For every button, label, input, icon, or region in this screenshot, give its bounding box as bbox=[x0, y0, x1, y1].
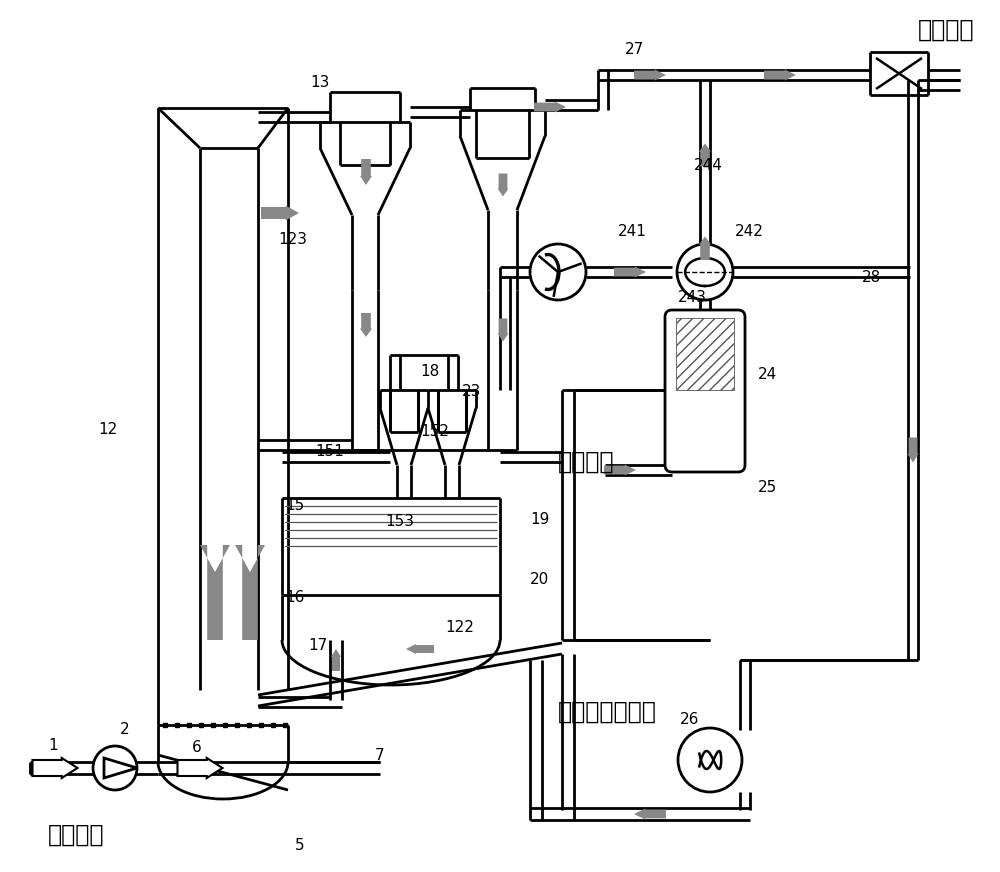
Polygon shape bbox=[908, 438, 918, 462]
Polygon shape bbox=[360, 313, 372, 337]
Text: 17: 17 bbox=[308, 637, 327, 652]
Text: 23: 23 bbox=[462, 385, 481, 399]
Polygon shape bbox=[178, 758, 222, 778]
Text: 123: 123 bbox=[278, 233, 307, 248]
Polygon shape bbox=[764, 70, 796, 80]
Text: 26: 26 bbox=[680, 712, 699, 727]
Text: 20: 20 bbox=[530, 573, 549, 588]
Text: 241: 241 bbox=[618, 224, 647, 240]
Text: 242: 242 bbox=[735, 224, 764, 240]
Text: 152: 152 bbox=[420, 425, 449, 439]
Polygon shape bbox=[261, 206, 299, 221]
Text: 16: 16 bbox=[285, 590, 304, 605]
Polygon shape bbox=[331, 649, 341, 671]
Text: 有机废气: 有机废气 bbox=[48, 823, 104, 847]
Text: 243: 243 bbox=[678, 290, 707, 305]
Polygon shape bbox=[534, 101, 566, 112]
Text: 浓缩废气: 浓缩废气 bbox=[558, 450, 614, 474]
Polygon shape bbox=[406, 644, 434, 654]
Text: 18: 18 bbox=[420, 364, 439, 379]
Circle shape bbox=[678, 728, 742, 792]
Text: 1: 1 bbox=[48, 738, 58, 753]
Text: 6: 6 bbox=[192, 740, 202, 755]
Polygon shape bbox=[634, 808, 666, 820]
Bar bbox=[676, 318, 734, 390]
Circle shape bbox=[530, 244, 586, 300]
Text: 24: 24 bbox=[758, 367, 777, 383]
Text: 151: 151 bbox=[315, 445, 344, 460]
Polygon shape bbox=[104, 758, 137, 778]
Text: 13: 13 bbox=[310, 76, 329, 91]
Polygon shape bbox=[614, 267, 646, 277]
Polygon shape bbox=[360, 159, 372, 185]
Circle shape bbox=[677, 244, 733, 300]
Polygon shape bbox=[200, 545, 230, 640]
Circle shape bbox=[93, 746, 137, 790]
Polygon shape bbox=[634, 70, 666, 80]
Text: 122: 122 bbox=[445, 621, 474, 636]
Text: 28: 28 bbox=[862, 270, 881, 285]
Text: 达标尾气: 达标尾气 bbox=[918, 18, 974, 42]
Text: 2: 2 bbox=[120, 723, 130, 738]
Text: 19: 19 bbox=[530, 513, 549, 528]
Polygon shape bbox=[32, 758, 78, 778]
Text: 脱附用高温载气: 脱附用高温载气 bbox=[558, 700, 657, 724]
Text: 12: 12 bbox=[98, 423, 117, 438]
Text: 244: 244 bbox=[694, 158, 723, 173]
Polygon shape bbox=[604, 465, 636, 475]
Text: 5: 5 bbox=[295, 837, 305, 853]
Polygon shape bbox=[699, 236, 711, 260]
Text: 153: 153 bbox=[385, 514, 414, 529]
FancyBboxPatch shape bbox=[665, 310, 745, 472]
Polygon shape bbox=[235, 545, 265, 640]
Text: 25: 25 bbox=[758, 480, 777, 495]
Polygon shape bbox=[498, 174, 509, 196]
Text: 27: 27 bbox=[625, 43, 644, 58]
Polygon shape bbox=[498, 318, 509, 342]
Text: 7: 7 bbox=[375, 747, 385, 762]
Polygon shape bbox=[699, 144, 711, 167]
Text: 15: 15 bbox=[285, 498, 304, 513]
